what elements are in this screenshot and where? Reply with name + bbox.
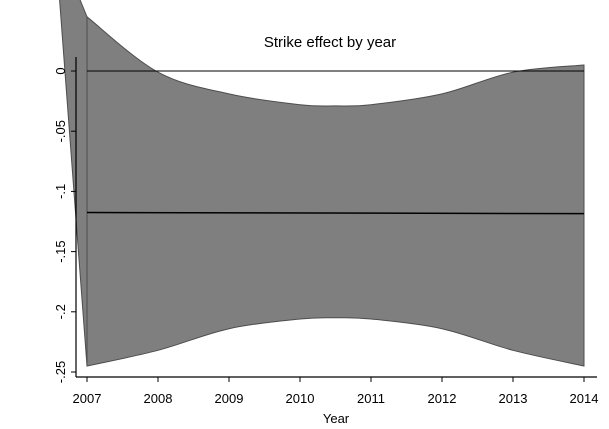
confidence-band xyxy=(86,15,585,367)
y-ticks: 0 -.05 -.1 -.15 -.2 -.25 xyxy=(53,67,76,383)
plot-area xyxy=(59,0,585,367)
chart-title: Strike effect by year xyxy=(264,34,396,51)
x-tick-label: 2011 xyxy=(357,391,385,406)
x-tick-label: 2013 xyxy=(499,391,528,406)
y-tick-label: -.05 xyxy=(53,120,68,142)
y-tick-label: -.1 xyxy=(53,184,68,199)
x-tick-label: 2010 xyxy=(286,391,315,406)
x-axis-title: Year xyxy=(323,411,350,426)
x-tick-label: 2008 xyxy=(144,391,173,406)
x-tick-label: 2012 xyxy=(428,391,457,406)
y-tick-label: -.25 xyxy=(53,361,68,383)
y-tick-label: -.2 xyxy=(53,304,68,319)
x-ticks: 2007 2008 2009 2010 2011 2012 2013 2014 xyxy=(73,377,599,406)
y-tick-label: 0 xyxy=(53,67,68,74)
x-tick-label: 2014 xyxy=(570,391,599,406)
axes xyxy=(75,57,597,378)
y-tick-label: -.15 xyxy=(53,240,68,262)
x-tick-label: 2007 xyxy=(73,391,102,406)
estimate-line xyxy=(86,211,585,215)
x-tick-label: 2009 xyxy=(215,391,244,406)
